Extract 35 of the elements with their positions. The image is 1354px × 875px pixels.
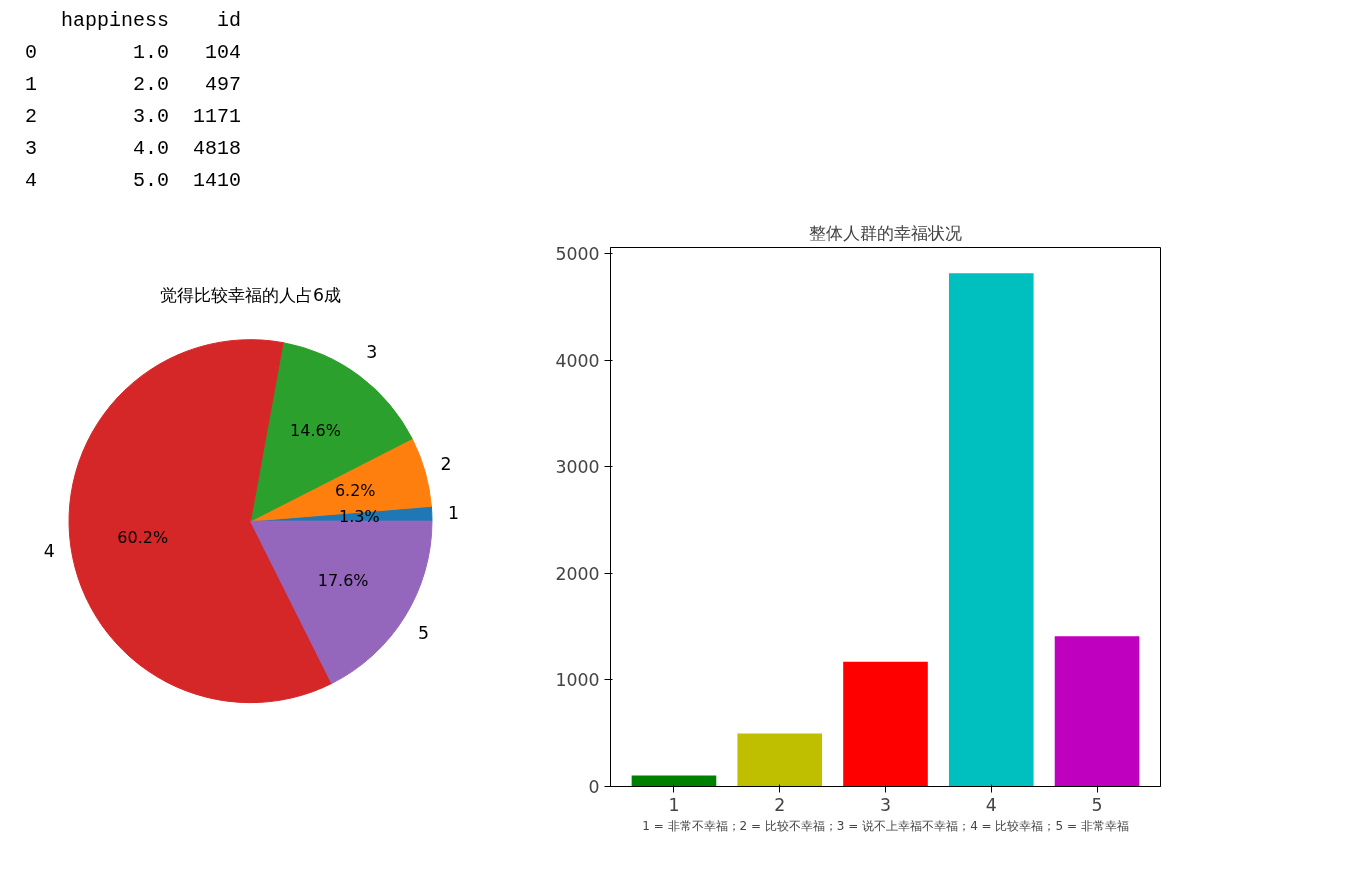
- x-tick-label: 4: [985, 794, 997, 815]
- chart-title: 整体人群的幸福状况: [809, 222, 962, 243]
- slice-label: 4: [43, 541, 55, 562]
- text: 3 4.0 4818: [25, 137, 242, 160]
- x-axis-title: 1 = 非常不幸福；2 = 比较不幸福；3 = 说不上幸福不幸福；4 = 比较幸福；5 = 非常幸福: [642, 818, 1129, 833]
- slice-label: 2: [440, 453, 452, 474]
- text: 0 1.0 104: [25, 41, 242, 64]
- y-tick-label: 5000: [555, 244, 600, 265]
- y-tick-label: 1000: [555, 670, 600, 691]
- chart-title: 觉得比较幸福的人占6成: [159, 284, 342, 305]
- text: 1 2.0 497: [25, 73, 242, 96]
- bar: [631, 775, 717, 787]
- data-label: 1.3%: [338, 507, 380, 527]
- y-tick-label: 4000: [555, 350, 600, 371]
- bar: [948, 273, 1034, 787]
- slice-label: 1: [448, 503, 460, 524]
- bar: [843, 661, 928, 787]
- text: 2 3.0 1171: [25, 105, 242, 128]
- text: happiness id: [61, 9, 242, 32]
- x-tick-label: 3: [879, 794, 892, 815]
- x-tick-label: 5: [1091, 794, 1103, 815]
- x-tick-label: 2: [774, 794, 786, 815]
- bar: [1054, 636, 1140, 787]
- y-tick-label: 0: [588, 777, 600, 797]
- slice-label: 3: [366, 342, 378, 363]
- bar: [737, 733, 823, 787]
- y-tick-label: 3000: [555, 457, 600, 478]
- data-label: 60.2%: [117, 527, 169, 547]
- x-tick-label: 1: [668, 794, 680, 815]
- data-label: 17.6%: [317, 571, 369, 591]
- data-label: 14.6%: [290, 420, 341, 440]
- text: 4 5.0 1410: [25, 169, 242, 192]
- y-tick-label: 2000: [555, 563, 600, 584]
- slice-label: 5: [417, 622, 429, 643]
- data-label: 6.2%: [334, 480, 376, 500]
